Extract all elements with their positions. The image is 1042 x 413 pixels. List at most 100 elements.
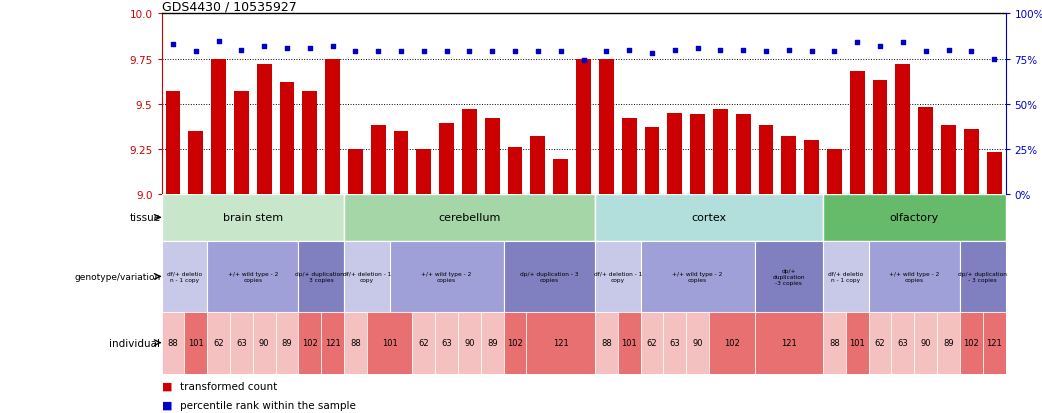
Text: cerebellum: cerebellum (439, 213, 500, 223)
Point (416, 49, 432, 55)
Point (598, 49, 615, 55)
Bar (892, 312, 914, 374)
Bar (641, 312, 664, 374)
Bar (503, 242, 595, 312)
Text: 101: 101 (188, 338, 203, 347)
Point (529, 49, 546, 55)
Text: GDS4430 / 10535927: GDS4430 / 10535927 (162, 0, 296, 13)
Text: 90: 90 (465, 338, 475, 347)
Text: 121: 121 (325, 338, 341, 347)
Text: 90: 90 (258, 338, 270, 347)
Point (780, 47, 797, 54)
Bar (344, 242, 390, 312)
Bar (390, 242, 503, 312)
Bar (622, 119, 637, 194)
Text: 101: 101 (621, 338, 637, 347)
Bar (736, 115, 750, 194)
Text: +/+ wild type - 2
copies: +/+ wild type - 2 copies (421, 271, 472, 282)
Bar (664, 312, 687, 374)
Point (758, 49, 774, 55)
Text: 88: 88 (168, 338, 178, 347)
Bar (440, 124, 454, 194)
Text: transformed count: transformed count (180, 381, 277, 391)
Bar (298, 312, 321, 374)
Bar (618, 312, 641, 374)
Bar (823, 312, 846, 374)
Text: 101: 101 (381, 338, 397, 347)
Bar (937, 312, 960, 374)
Bar (667, 113, 683, 194)
Bar (823, 242, 869, 312)
Text: 101: 101 (849, 338, 865, 347)
Bar (367, 312, 413, 374)
Text: tissue: tissue (129, 213, 160, 223)
Point (621, 47, 638, 54)
Point (462, 49, 478, 55)
Text: 63: 63 (235, 338, 247, 347)
Bar (344, 312, 367, 374)
Bar (348, 149, 363, 194)
Point (552, 49, 569, 55)
Bar (325, 59, 340, 194)
Bar (230, 312, 253, 374)
Text: 121: 121 (780, 338, 797, 347)
Point (872, 43, 889, 50)
Text: olfactory: olfactory (890, 213, 939, 223)
Bar (275, 312, 298, 374)
Bar (480, 312, 503, 374)
Bar (553, 160, 568, 194)
Bar (846, 312, 869, 374)
Bar (162, 242, 207, 312)
Text: 90: 90 (920, 338, 931, 347)
Point (917, 49, 934, 55)
Bar (530, 137, 545, 194)
Text: dp/+ duplication - 3
copies: dp/+ duplication - 3 copies (520, 271, 578, 282)
Text: df/+ deletion - 1
copy: df/+ deletion - 1 copy (343, 271, 391, 282)
Text: percentile rank within the sample: percentile rank within the sample (180, 400, 356, 410)
Text: 102: 102 (507, 338, 523, 347)
Text: 89: 89 (943, 338, 953, 347)
Bar (162, 194, 344, 242)
Text: df/+ deletio
n - 1 copy: df/+ deletio n - 1 copy (828, 271, 864, 282)
Point (165, 42, 181, 48)
Point (324, 43, 341, 50)
Bar (709, 312, 754, 374)
Bar (279, 83, 295, 194)
Bar (298, 242, 344, 312)
Text: 62: 62 (214, 338, 224, 347)
Text: 89: 89 (281, 338, 293, 347)
Text: 89: 89 (487, 338, 498, 347)
Point (849, 40, 866, 47)
Bar (576, 59, 591, 194)
Text: 102: 102 (724, 338, 740, 347)
Point (826, 49, 843, 55)
Point (735, 47, 751, 54)
Text: 63: 63 (441, 338, 452, 347)
Point (256, 43, 273, 50)
Bar (645, 128, 660, 194)
Point (575, 58, 592, 64)
Text: df/+ deletion - 1
copy: df/+ deletion - 1 copy (594, 271, 642, 282)
Text: df/+ deletio
n - 1 copy: df/+ deletio n - 1 copy (167, 271, 202, 282)
Text: 88: 88 (601, 338, 612, 347)
Bar (895, 65, 911, 194)
Bar (872, 81, 888, 194)
Text: 63: 63 (897, 338, 909, 347)
Point (233, 47, 250, 54)
Bar (599, 59, 614, 194)
Text: 63: 63 (669, 338, 680, 347)
Text: 62: 62 (419, 338, 429, 347)
Bar (507, 147, 522, 194)
Text: dp/+
duplication
-3 copies: dp/+ duplication -3 copies (772, 268, 805, 285)
Bar (914, 312, 937, 374)
Bar (941, 126, 956, 194)
Bar (253, 312, 275, 374)
Bar (162, 312, 184, 374)
Bar (918, 108, 933, 194)
Bar (371, 126, 386, 194)
Bar (166, 92, 180, 194)
Bar (184, 312, 207, 374)
Bar (827, 149, 842, 194)
Bar (526, 312, 595, 374)
Bar (344, 194, 595, 242)
